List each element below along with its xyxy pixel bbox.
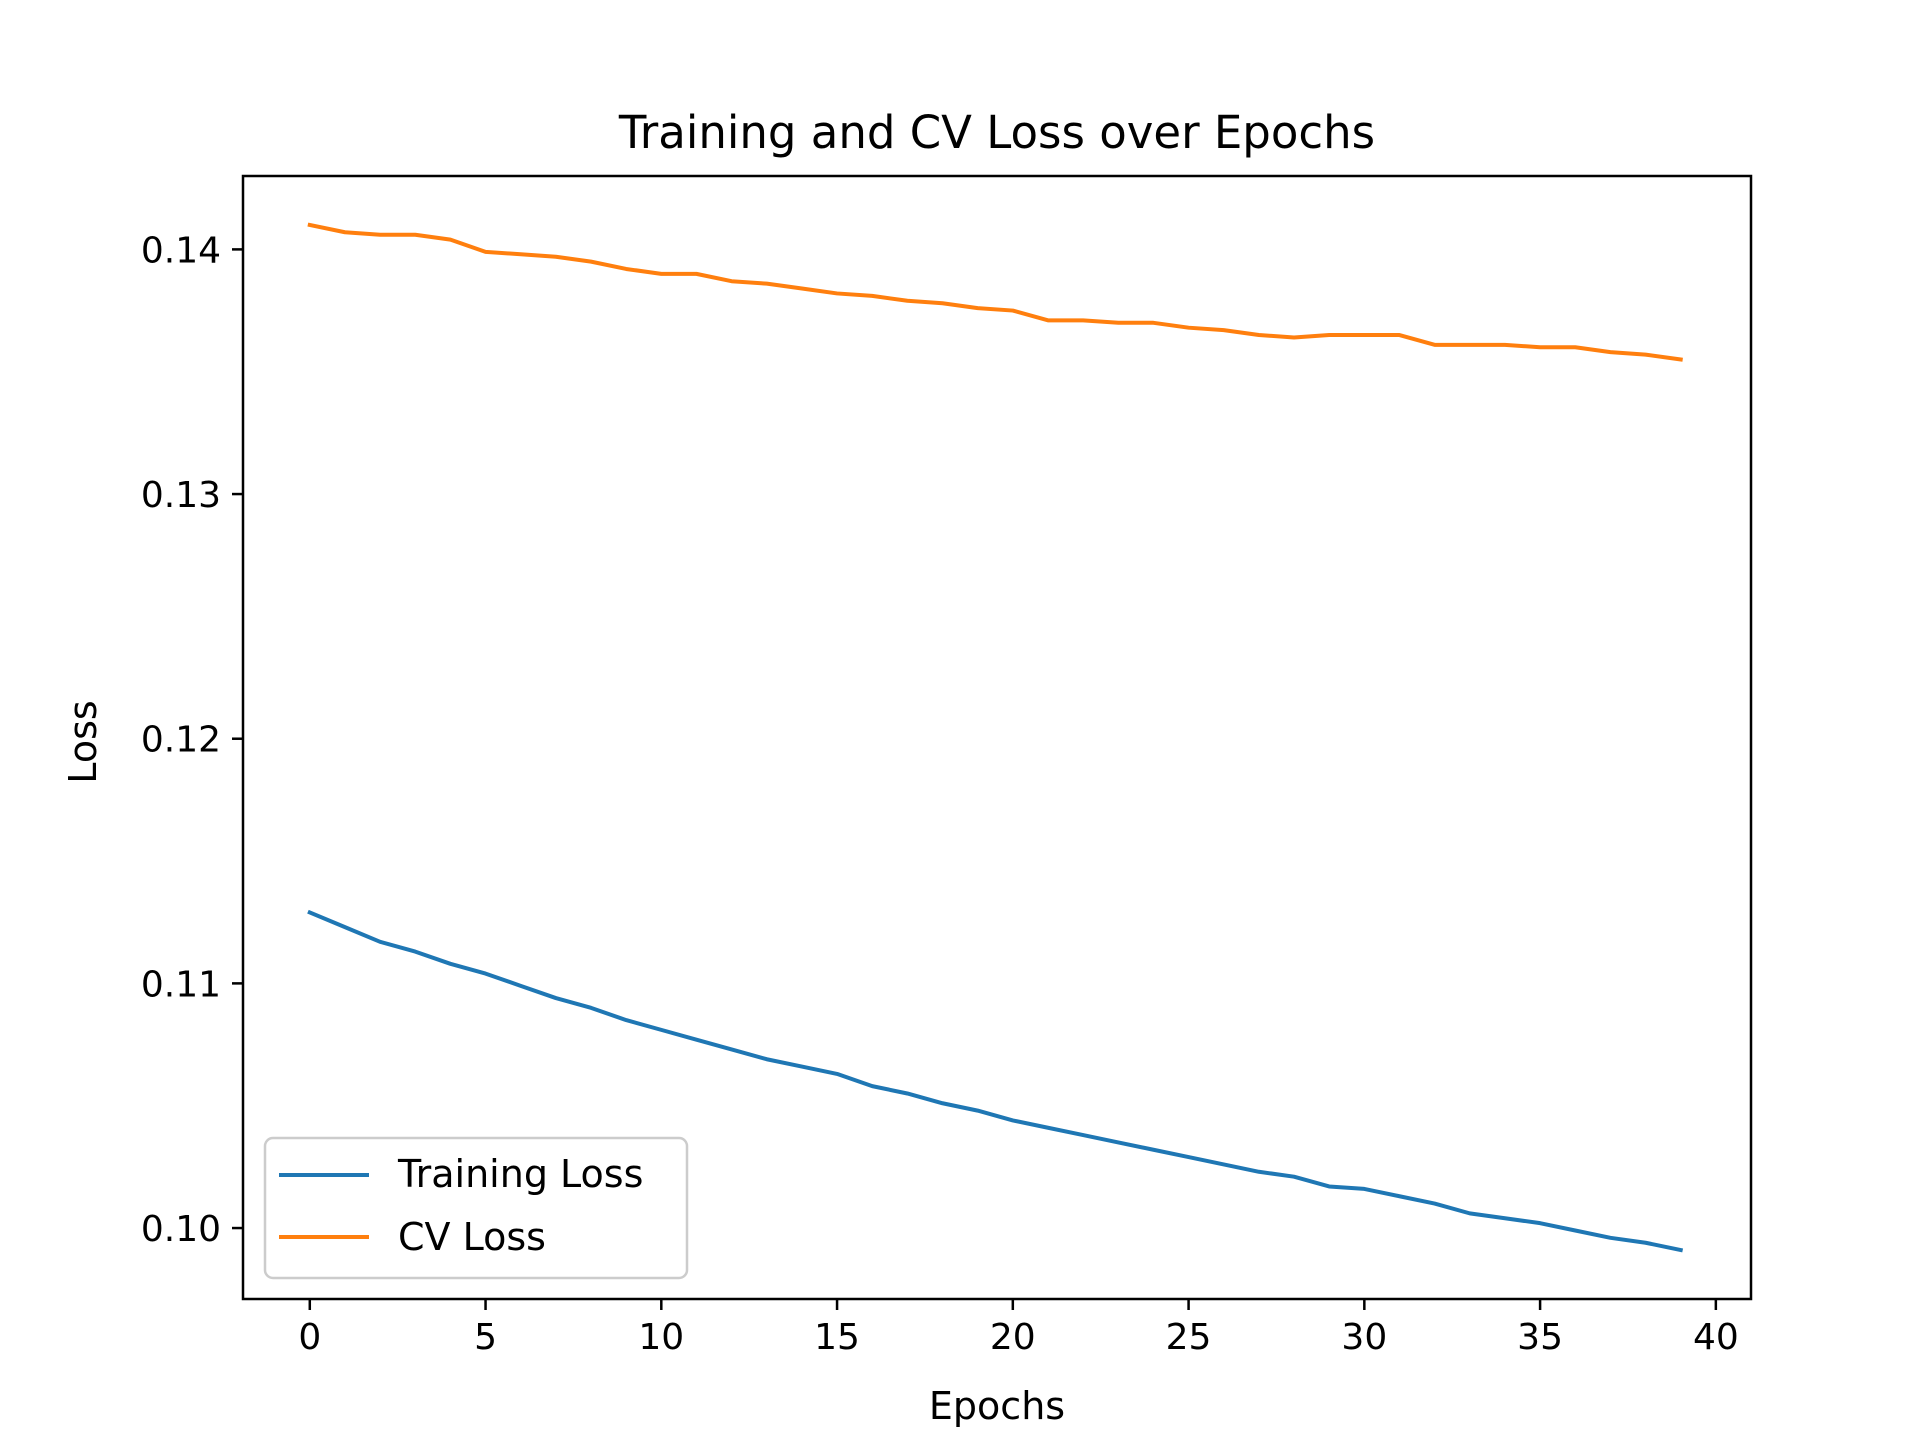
x-axis-ticks: 0 5 10 15 20 25 30 35 40 xyxy=(298,1299,1739,1358)
x-axis-label: Epochs xyxy=(929,1384,1065,1428)
series-line-cv-loss xyxy=(307,222,1683,362)
x-tick-label: 0 xyxy=(298,1317,321,1358)
x-tick-label: 5 xyxy=(474,1317,497,1358)
x-tick-label: 20 xyxy=(990,1317,1036,1358)
y-tick-label: 0.14 xyxy=(141,230,221,271)
y-tick-label: 0.10 xyxy=(141,1209,221,1250)
series-line-training-loss xyxy=(307,909,1684,1253)
legend: Training Loss CV Loss xyxy=(263,1136,689,1280)
y-axis-label: Loss xyxy=(61,700,105,783)
series-layer xyxy=(307,222,1684,1253)
legend-label-cv-loss: CV Loss xyxy=(398,1215,546,1259)
plot-area-frame xyxy=(241,174,1753,1301)
x-tick-label: 15 xyxy=(814,1317,860,1358)
x-tick-label: 10 xyxy=(638,1317,684,1358)
x-tick-label: 30 xyxy=(1341,1317,1387,1358)
x-tick-label: 25 xyxy=(1166,1317,1212,1358)
legend-label-training-loss: Training Loss xyxy=(397,1152,643,1196)
y-axis-ticks: 0.10 0.11 0.12 0.13 0.14 xyxy=(141,230,243,1250)
y-tick-label: 0.13 xyxy=(141,475,221,516)
legend-box xyxy=(263,1136,689,1280)
chart-title: Training and CV Loss over Epochs xyxy=(618,106,1375,159)
x-tick-label: 35 xyxy=(1517,1317,1563,1358)
x-tick-label: 40 xyxy=(1693,1317,1739,1358)
y-tick-label: 0.11 xyxy=(141,964,221,1005)
y-tick-label: 0.12 xyxy=(141,720,221,761)
